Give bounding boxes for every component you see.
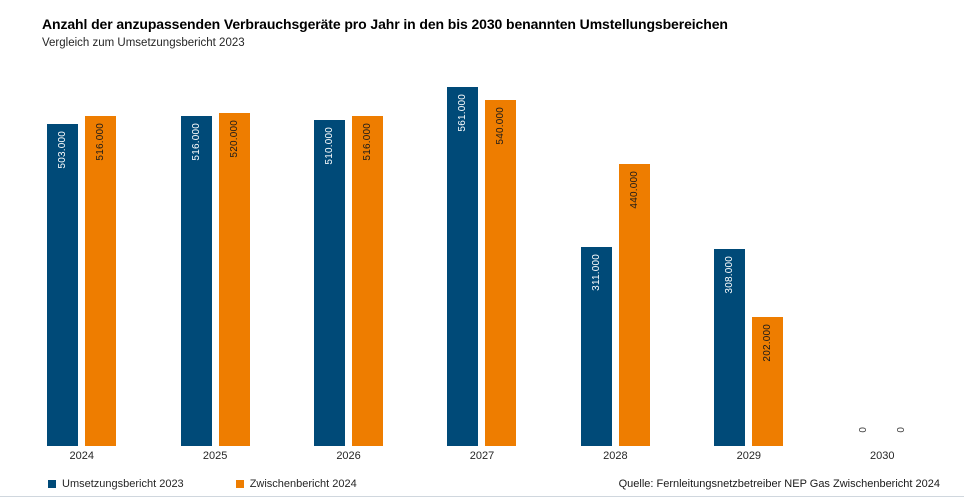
bar-value-label: 540.000 <box>495 107 507 145</box>
x-axis-label-2027: 2027 <box>469 450 495 462</box>
bar-value-label: 311.000 <box>590 254 602 291</box>
source-note: Quelle: Fernleitungsnetzbetreiber NEP Ga… <box>618 477 940 490</box>
bar-slot: 308.000 <box>714 56 746 446</box>
bar-umsetzungsbericht-2023-2029: 308.000 <box>714 249 746 446</box>
bar-zwischenbericht-2024-2028: 440.000 <box>618 164 650 446</box>
bar-value-label: 520.000 <box>228 120 240 158</box>
bar-umsetzungsbericht-2023-2026: 510.000 <box>314 120 346 446</box>
bar-value-label-zero: 0 <box>857 427 869 433</box>
chart-footer: Umsetzungsbericht 2023 Zwischenbericht 2… <box>0 474 964 493</box>
bar-value-label: 440.000 <box>628 171 640 209</box>
chart-subtitle: Vergleich zum Umsetzungsbericht 2023 <box>42 37 245 49</box>
x-axis-label-2024: 2024 <box>69 450 94 462</box>
bar-umsetzungsbericht-2023-2025: 516.000 <box>180 116 212 446</box>
bar-slot: 510.000 <box>314 56 346 446</box>
bar-slot: 0 <box>848 56 879 446</box>
legend-marker-square <box>48 479 56 488</box>
bar-group-2027: 561.000 540.000 <box>415 56 548 446</box>
bar-slot: 516.000 <box>352 56 384 446</box>
bar-umsetzungsbericht-2023-2028: 311.000 <box>580 247 612 446</box>
x-axis-label-2028: 2028 <box>603 450 628 462</box>
bar-value-label: 561.000 <box>457 94 469 132</box>
bar-group-2026: 510.000 516.000 <box>282 56 415 446</box>
x-axis-label-2029: 2029 <box>736 450 762 462</box>
x-axis-label-2030: 2030 <box>870 450 895 462</box>
bar-value-label: 516.000 <box>362 123 374 161</box>
legend: Umsetzungsbericht 2023 Zwischenbericht 2… <box>48 478 357 490</box>
bar-slot: 561.000 <box>447 56 479 446</box>
bar-zwischenbericht-2024-2026: 516.000 <box>352 116 384 446</box>
bar-value-label: 308.000 <box>724 256 736 294</box>
x-axis: 2024 2025 2026 2027 2028 2029 2030 <box>15 450 949 462</box>
bar-umsetzungsbericht-2023-2024: 503.000 <box>47 124 79 446</box>
bar-slot: 440.000 <box>618 56 650 446</box>
bar-slot: 520.000 <box>218 56 250 446</box>
bar-slot: 516.000 <box>180 56 212 446</box>
bar-slot: 0 <box>886 56 917 446</box>
bottom-divider <box>0 496 964 497</box>
bar-zwischenbericht-2024-2027: 540.000 <box>485 100 517 446</box>
bar-slot: 311.000 <box>580 56 612 446</box>
plot-area: 503.000 516.000 516.000 520.000 510.000 516.0… <box>15 56 949 446</box>
chart-title: Anzahl der anzupassenden Verbrauchsgerät… <box>42 16 728 32</box>
bar-value-label: 516.000 <box>190 123 202 161</box>
bar-group-2029: 308.000 202.000 <box>682 56 815 446</box>
bar-zwischenbericht-2024-2024: 516.000 <box>85 116 117 446</box>
legend-label: Umsetzungsbericht 2023 <box>62 477 184 490</box>
chart-header: Anzahl der anzupassenden Verbrauchsgerät… <box>0 0 964 50</box>
x-axis-label-2025: 2025 <box>202 450 228 462</box>
legend-item-umsetzungsbericht-2023: Umsetzungsbericht 2023 <box>48 478 184 490</box>
bar-zwischenbericht-2024-2025: 520.000 <box>218 113 250 446</box>
bar-group-2028: 311.000 440.000 <box>549 56 682 446</box>
legend-marker-square <box>235 479 244 488</box>
bar-slot: 540.000 <box>485 56 517 446</box>
bar-group-2024: 503.000 516.000 <box>15 56 148 446</box>
bar-value-label: 516.000 <box>95 123 107 161</box>
bar-slot: 503.000 <box>47 56 79 446</box>
bar-value-label: 202.000 <box>762 324 774 362</box>
legend-label: Zwischenbericht 2024 <box>249 477 357 490</box>
bar-value-label: 503.000 <box>57 131 69 169</box>
bar-slot: 202.000 <box>752 56 784 446</box>
x-axis-label-2026: 2026 <box>336 450 361 462</box>
bar-value-label-zero: 0 <box>895 427 907 433</box>
legend-item-zwischenbericht-2024: Zwischenbericht 2024 <box>235 477 357 490</box>
bar-umsetzungsbericht-2023-2027: 561.000 <box>447 87 479 446</box>
bar-value-label: 510.000 <box>324 127 336 165</box>
bar-zwischenbericht-2024-2029: 202.000 <box>752 317 784 446</box>
bar-slot: 516.000 <box>85 56 117 446</box>
bar-group-2025: 516.000 520.000 <box>148 56 281 446</box>
